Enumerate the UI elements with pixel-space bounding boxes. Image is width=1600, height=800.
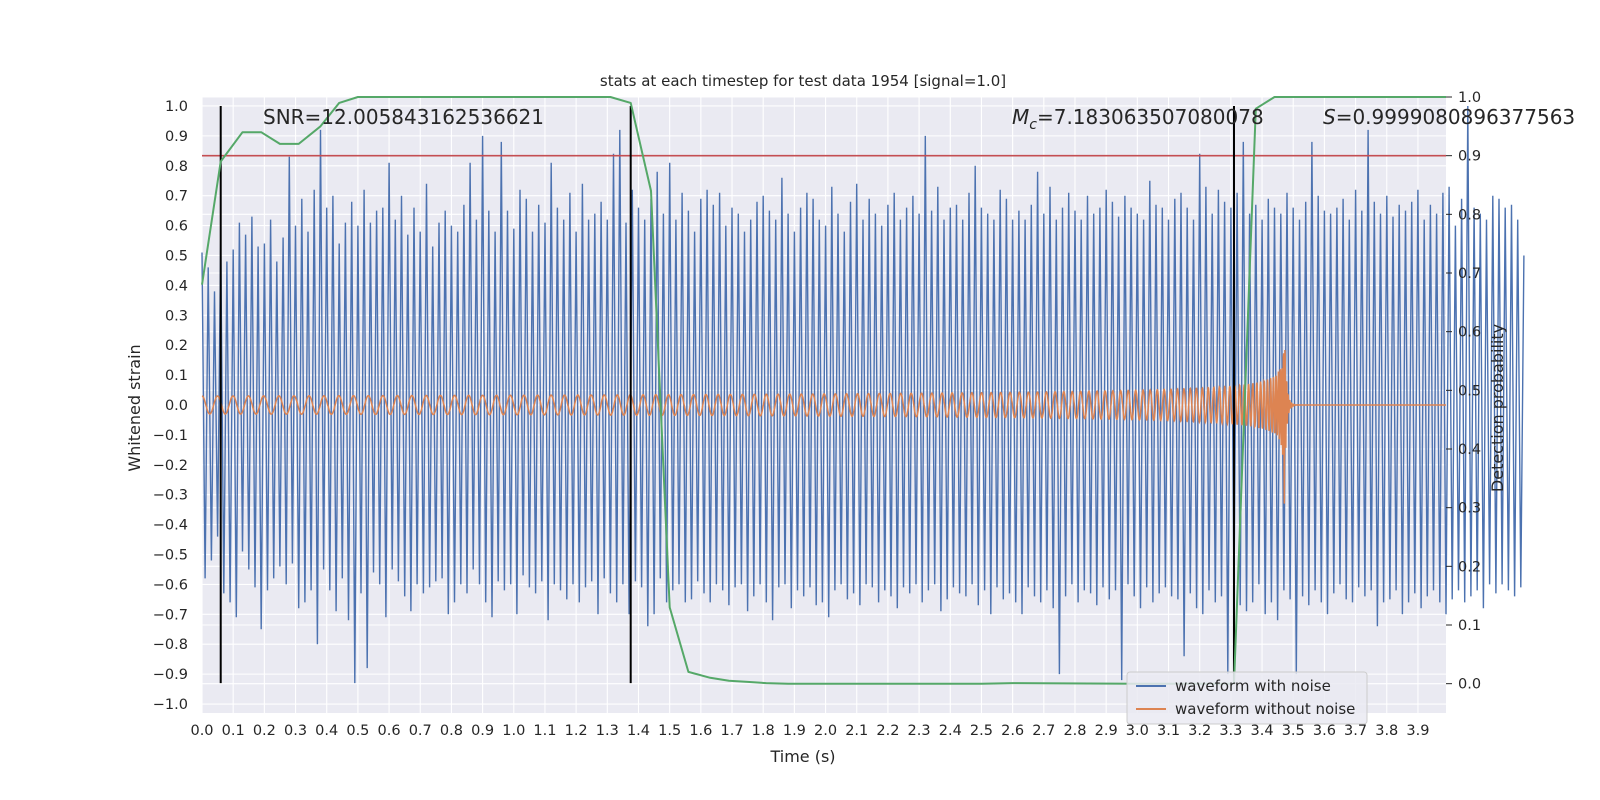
legend-label-noise: waveform with noise (1175, 677, 1331, 695)
x-tick-label: 0.4 (315, 723, 338, 739)
x-tick-label: 2.5 (970, 723, 993, 739)
x-tick-label: 3.2 (1188, 723, 1211, 739)
x-tick-label: 0.3 (284, 723, 307, 739)
chirp-mass-annotation: Mc=7.183063507080078 (1012, 105, 1264, 133)
x-tick-label: 3.0 (1126, 723, 1149, 739)
s-statistic-annotation: S=0.9999080896377563 (1323, 105, 1575, 129)
y2-tick-label: 0.1 (1458, 618, 1481, 634)
y-tick-label: −0.3 (153, 488, 188, 504)
y-tick-label: 1.0 (165, 99, 188, 115)
x-tick-label: 2.8 (1063, 723, 1086, 739)
y-axis-label: Whitened strain (125, 344, 144, 471)
y-tick-label: −1.0 (153, 697, 188, 713)
x-tick-label: 3.4 (1251, 723, 1274, 739)
x-tick-label: 2.4 (939, 723, 962, 739)
y-tick-label: 0.9 (165, 129, 188, 145)
y2-tick-label: 0.2 (1458, 559, 1481, 575)
x-tick-label: 1.1 (533, 723, 556, 739)
y-tick-label: 0.4 (165, 278, 188, 294)
x-tick-label: 0.9 (471, 723, 494, 739)
y2-axis-label: Detection probability (1488, 324, 1507, 492)
y-tick-label: 0.1 (165, 368, 188, 384)
y-tick-label: −0.6 (153, 577, 188, 593)
y2-tick-label: 0.9 (1458, 149, 1481, 165)
y-tick-label: −0.5 (153, 548, 188, 564)
x-tick-label: 2.3 (908, 723, 931, 739)
y2-tick-label: 0.3 (1458, 501, 1481, 517)
y2-tick-label: 0.7 (1458, 266, 1481, 282)
x-tick-label: 3.8 (1375, 723, 1398, 739)
x-tick-label: 2.7 (1032, 723, 1055, 739)
x-tick-label: 0.0 (190, 723, 213, 739)
x-tick-label: 1.5 (658, 723, 681, 739)
x-tick-label: 3.1 (1157, 723, 1180, 739)
y-tick-label: −0.2 (153, 458, 188, 474)
x-tick-label: 2.0 (814, 723, 837, 739)
x-tick-label: 0.5 (346, 723, 369, 739)
x-tick-label: 2.1 (845, 723, 868, 739)
series-detection-probability (201, 96, 1446, 685)
x-tick-label: 0.8 (440, 723, 463, 739)
x-tick-label: 3.3 (1219, 723, 1242, 739)
y-tick-label: 0.0 (165, 398, 188, 414)
y-tick-label: 0.3 (165, 308, 188, 324)
y-tick-label: 0.6 (165, 219, 188, 235)
y-tick-label: −0.4 (153, 518, 188, 534)
legend-label-clean: waveform without noise (1175, 700, 1355, 718)
y-tick-label: −0.9 (153, 667, 188, 683)
y-tick-label: 0.5 (165, 248, 188, 264)
x-tick-label: 2.9 (1095, 723, 1118, 739)
x-axis-label: Time (s) (769, 747, 835, 766)
y-tick-label: 0.8 (165, 159, 188, 175)
x-tick-label: 3.7 (1344, 723, 1367, 739)
y2-tick-label: 0.8 (1458, 207, 1481, 223)
x-tick-label: 3.9 (1406, 723, 1429, 739)
x-tick-label: 1.0 (502, 723, 525, 739)
x-tick-label: 0.6 (378, 723, 401, 739)
x-tick-label: 0.1 (222, 723, 245, 739)
y-tick-label: −0.8 (153, 637, 188, 653)
x-tick-label: 1.6 (689, 723, 712, 739)
y-tick-label: 0.2 (165, 338, 188, 354)
y2-tick-label: 0.4 (1458, 442, 1481, 458)
x-tick-label: 0.2 (253, 723, 276, 739)
x-tick-label: 3.6 (1313, 723, 1336, 739)
x-tick-label: 0.7 (409, 723, 432, 739)
chart-title: stats at each timestep for test data 195… (600, 72, 1006, 90)
x-tick-label: 2.6 (1001, 723, 1024, 739)
x-tick-label: 1.7 (720, 723, 743, 739)
y-tick-label: 0.7 (165, 189, 188, 205)
x-tick-label: 1.9 (783, 723, 806, 739)
y-tick-label: −0.7 (153, 607, 188, 623)
x-tick-label: 1.4 (627, 723, 650, 739)
legend-box (1126, 671, 1368, 725)
y2-tick-label: 0.6 (1458, 325, 1481, 341)
x-tick-label: 3.5 (1282, 723, 1305, 739)
y2-tick-label: 0.5 (1458, 383, 1481, 399)
x-tick-label: 1.8 (752, 723, 775, 739)
x-tick-label: 1.2 (565, 723, 588, 739)
x-tick-label: 1.3 (596, 723, 619, 739)
y-tick-label: −0.1 (153, 428, 188, 444)
series-waveform-without-noise (201, 349, 1446, 504)
series-waveform-with-noise (201, 105, 1525, 684)
y2-tick-label: 1.0 (1458, 90, 1481, 106)
x-tick-label: 2.2 (876, 723, 899, 739)
legend: waveform with noise waveform without noi… (1126, 671, 1368, 725)
y2-tick-label: 0.0 (1458, 677, 1481, 693)
snr-annotation: SNR=12.005843162536621 (263, 105, 544, 129)
